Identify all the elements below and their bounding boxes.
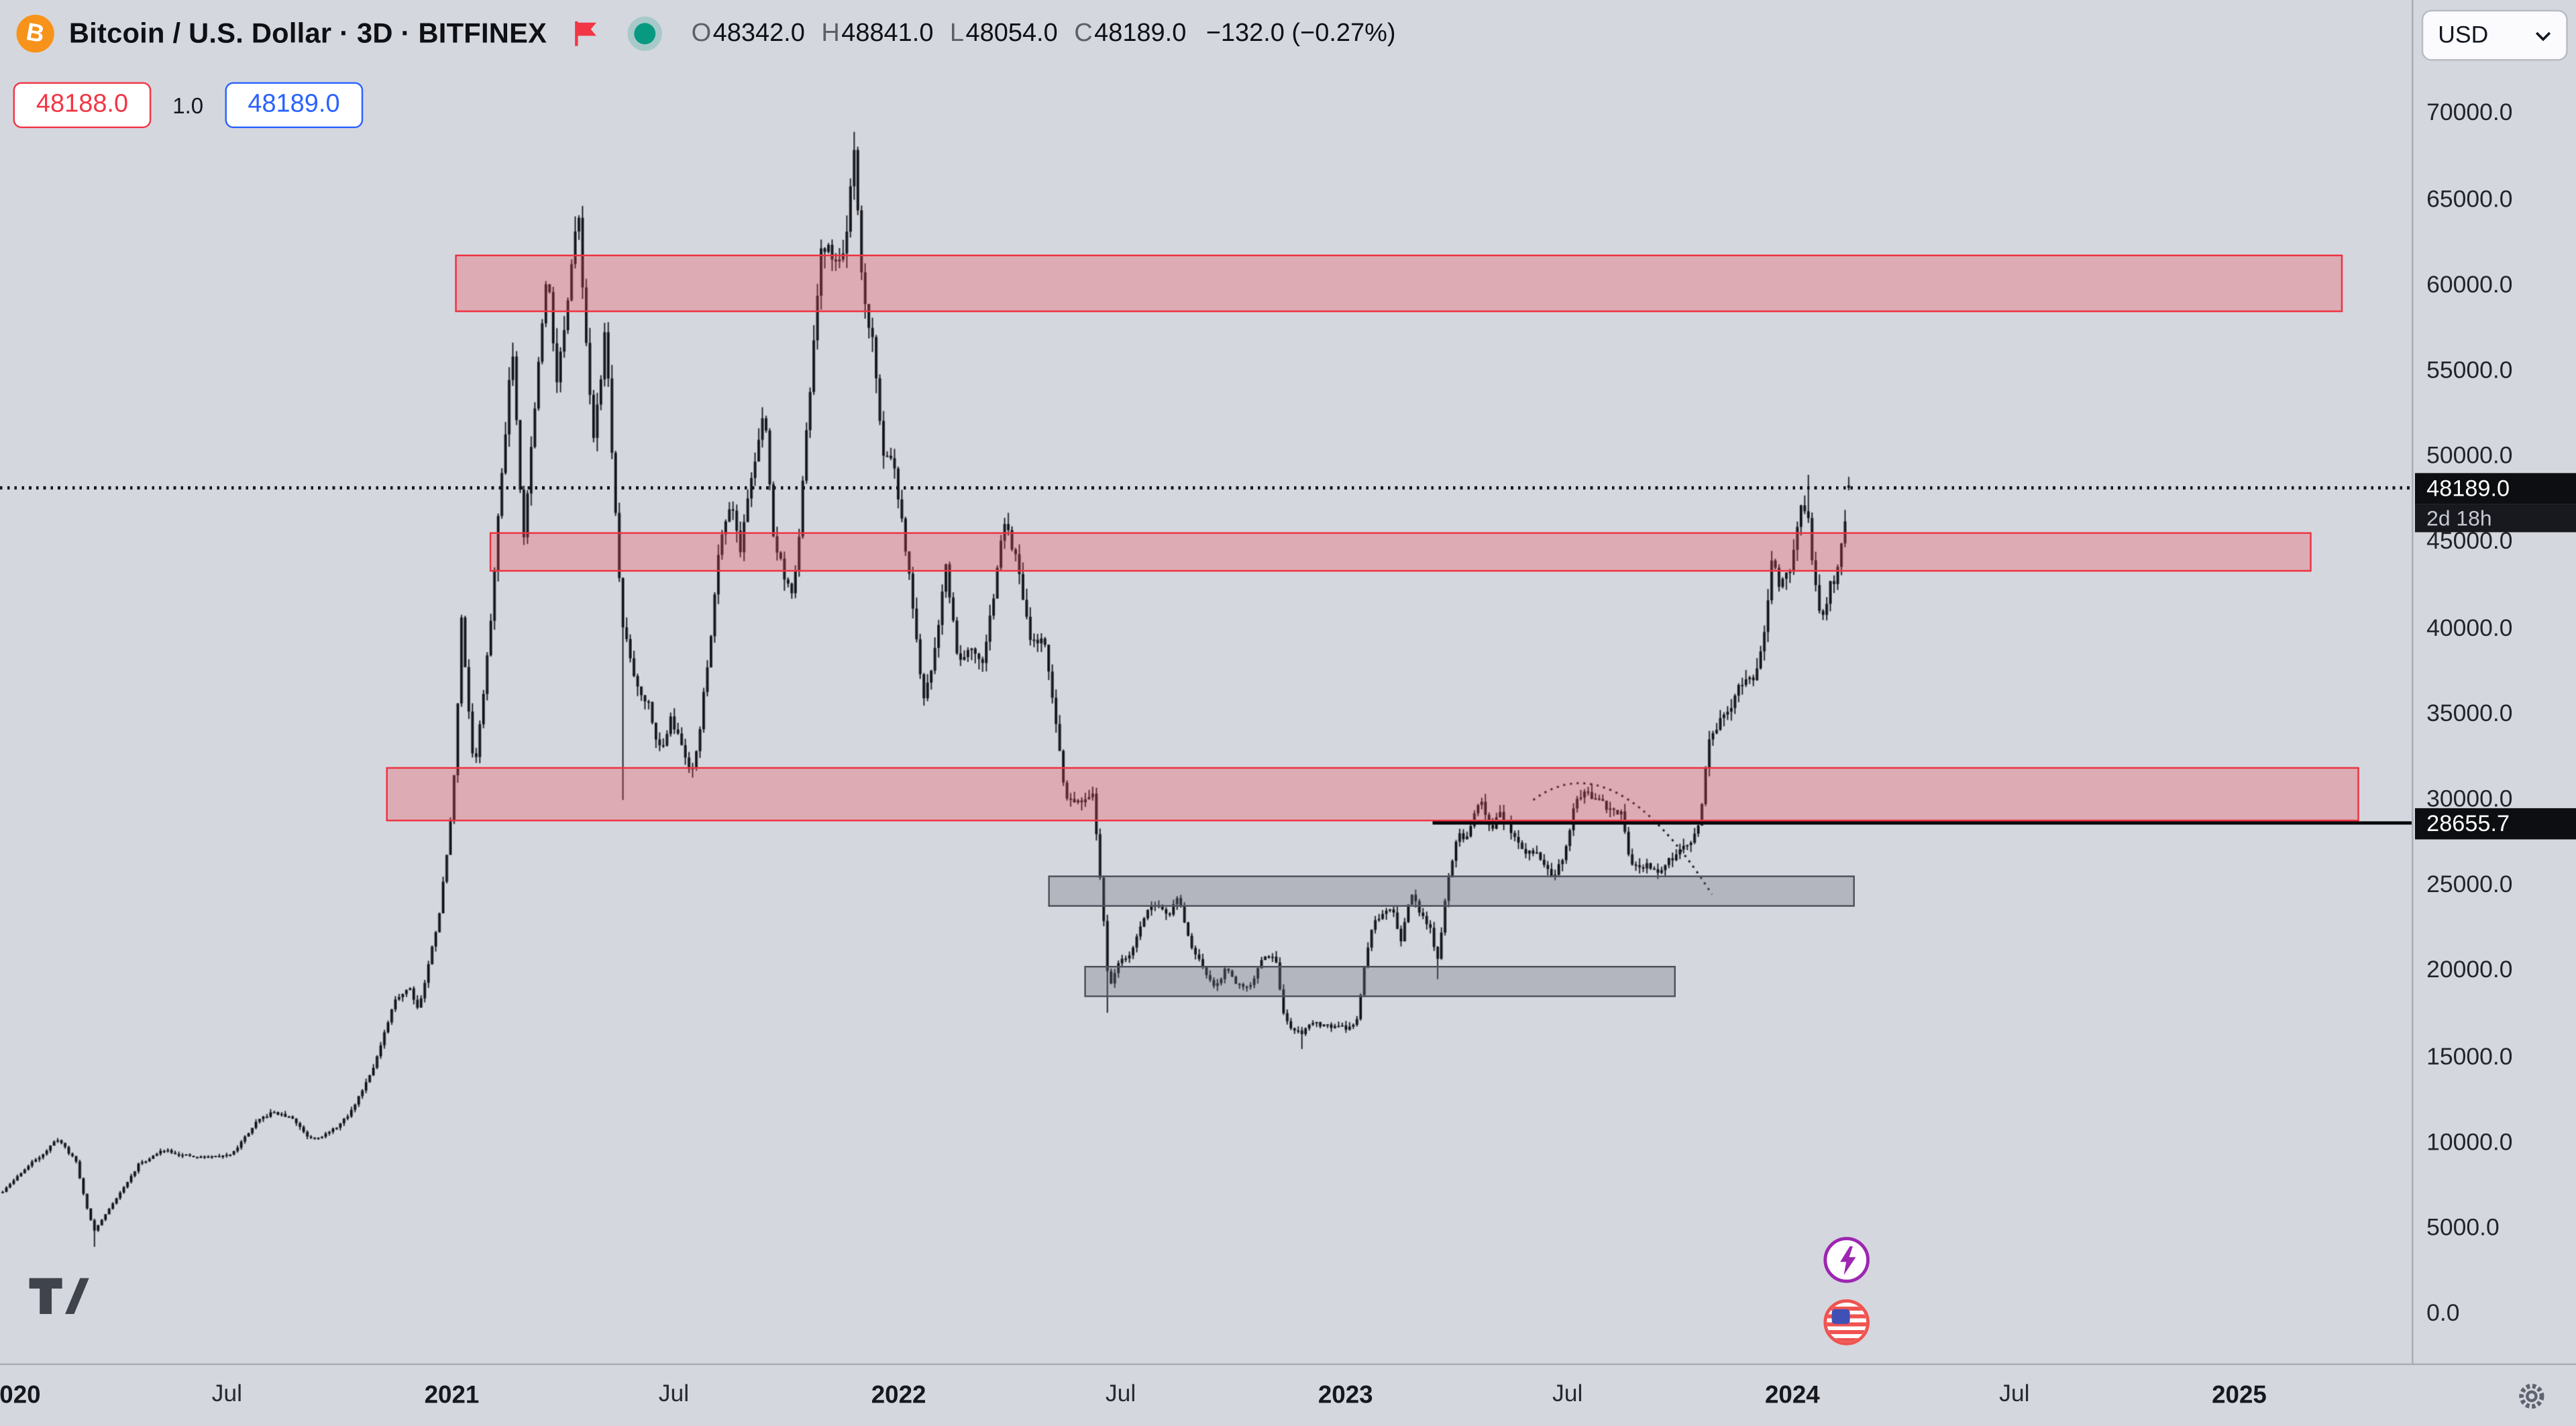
price-tick-label: 55000.0 (2426, 358, 2513, 384)
axis-settings-button[interactable] (2514, 1378, 2550, 1415)
change-value: −132.0 (−0.27%) (1205, 19, 1396, 47)
price-tick-label: 15000.0 (2426, 1044, 2513, 1071)
drawing-zones (386, 254, 2360, 997)
open-value: 48342.0 (712, 19, 805, 47)
tradingview-logo-icon[interactable] (26, 1274, 92, 1317)
chevron-down-icon (2535, 31, 2551, 41)
currency-label: USD (2438, 22, 2489, 49)
time-tick-label: Jul (658, 1381, 690, 1408)
gray-zone-25k[interactable] (1048, 875, 1856, 907)
time-axis[interactable]: 020 Jul 2021 Jul 2022 Jul 2023 Jul 2024 Jul 2025 (0, 1363, 2576, 1426)
time-tick-label: Jul (1105, 1381, 1136, 1408)
price-tick-label: 20000.0 (2426, 958, 2513, 985)
chart-pane[interactable]: B Bitcoin / U.S. Dollar · 3D · BITFINEX … (0, 0, 2412, 1364)
gear-icon (2519, 1384, 2544, 1409)
symbol-title[interactable]: Bitcoin / U.S. Dollar · 3D · BITFINEX (68, 17, 547, 49)
close-value: 48189.0 (1094, 19, 1187, 47)
quote-buttons: 48188.0 1.0 48189.0 (13, 82, 363, 129)
time-tick-label: Jul (1552, 1381, 1583, 1408)
price-tick-label: 25000.0 (2426, 872, 2513, 899)
ohlc-readout: O 48342.0 H 48841.0 L 48054.0 C 48189.0 −132… (692, 19, 1396, 48)
buy-button[interactable]: 48189.0 (225, 82, 363, 129)
time-tick-label: 2025 (2212, 1381, 2267, 1410)
price-tick-label: 60000.0 (2426, 272, 2513, 299)
time-tick-label: Jul (211, 1381, 243, 1408)
time-tick-label: 020 (0, 1381, 41, 1410)
spread-value: 1.0 (172, 93, 204, 118)
price-tick-label: 70000.0 (2426, 101, 2513, 127)
supply-zone-60k[interactable] (455, 254, 2343, 313)
time-tick-label: 2021 (424, 1381, 480, 1410)
price-tick-label: 40000.0 (2426, 615, 2513, 642)
low-value: 48054.0 (965, 19, 1058, 47)
lightning-bubble-button[interactable] (1823, 1237, 1870, 1283)
price-tick-label: 35000.0 (2426, 701, 2513, 728)
level-price-label: 28655.7 (2415, 807, 2576, 839)
flag-symbol-button[interactable] (570, 18, 601, 50)
price-tick-label: 45000.0 (2426, 529, 2513, 556)
bar-countdown-label: 2d 18h (2415, 503, 2576, 532)
price-axis[interactable]: USD 70000.0 65000.0 60000.0 55000.0 50000.0 4… (2412, 0, 2576, 1364)
high-value: 48841.0 (841, 19, 934, 47)
price-tick-label: 10000.0 (2426, 1130, 2513, 1156)
market-status-dot-icon[interactable] (633, 23, 655, 45)
symbol-legend: B Bitcoin / U.S. Dollar · 3D · BITFINEX … (16, 15, 1396, 53)
bitcoin-logo-icon: B (16, 15, 54, 53)
time-tick-label: 2023 (1318, 1381, 1373, 1410)
lightning-icon (1839, 1245, 1856, 1274)
red-flag-icon (574, 21, 596, 46)
demand-zone-30k[interactable] (386, 767, 2360, 821)
current-price-label[interactable]: 48189.0 (2415, 472, 2576, 504)
us-flag-canton (1831, 1309, 1850, 1324)
currency-selector[interactable]: USD (2421, 9, 2568, 61)
economic-events-bubble-button[interactable] (1823, 1299, 1870, 1346)
price-tick-label: 5000.0 (2426, 1215, 2500, 1242)
supply-zone-45k[interactable] (490, 532, 2311, 571)
time-tick-label: Jul (1999, 1381, 2030, 1408)
time-tick-label: 2024 (1764, 1381, 1820, 1410)
price-tick-label: 50000.0 (2426, 443, 2513, 470)
price-tick-label: 0.0 (2426, 1301, 2460, 1328)
candlestick-chart[interactable] (0, 0, 2412, 1364)
time-tick-label: 2022 (871, 1381, 926, 1410)
price-tick-label: 65000.0 (2426, 186, 2513, 213)
gray-zone-19k[interactable] (1083, 966, 1676, 997)
sell-button[interactable]: 48188.0 (13, 82, 152, 129)
